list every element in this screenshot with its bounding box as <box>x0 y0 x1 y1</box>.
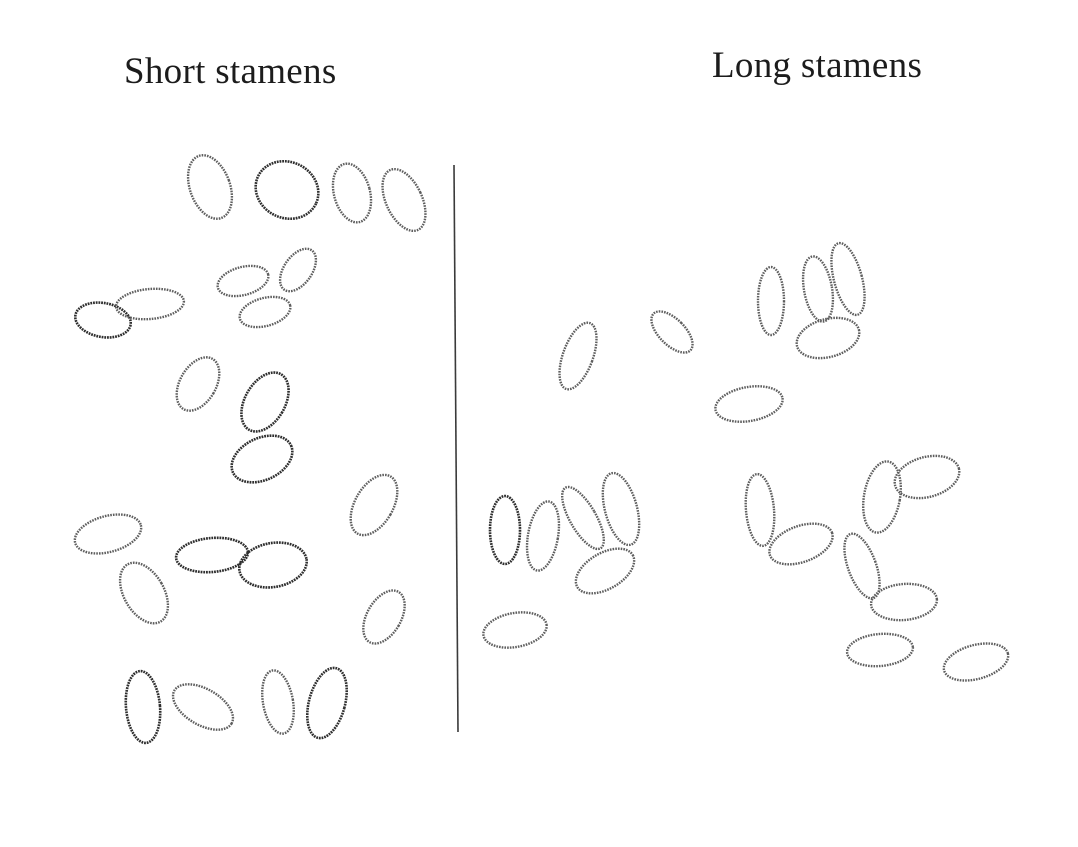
short-pollen-grain-5 <box>216 264 270 298</box>
long-pollen-grain-4 <box>801 255 835 323</box>
short-pollen-grain-2 <box>254 159 320 221</box>
long-pollen-grain-8 <box>488 494 522 566</box>
long-pollen-grain-6 <box>795 316 861 360</box>
short-pollen-grain-16 <box>237 541 309 589</box>
long-pollen-grain-13 <box>482 611 548 649</box>
long-pollen-grain-19 <box>869 582 939 622</box>
short-pollen-grain-6 <box>278 247 318 293</box>
short-stamen-pollen-grains <box>73 154 427 745</box>
short-pollen-grain-9 <box>238 295 292 329</box>
long-pollen-grain-12 <box>574 547 636 595</box>
short-pollen-grain-7 <box>73 301 133 339</box>
long-pollen-grain-7 <box>714 385 784 423</box>
short-pollen-grain-20 <box>171 683 235 731</box>
short-pollen-grain-15 <box>174 536 250 574</box>
long-pollen-grain-5 <box>830 241 866 317</box>
long-pollen-grain-15 <box>768 522 834 566</box>
long-pollen-grain-9 <box>525 500 561 572</box>
short-pollen-grain-17 <box>118 561 170 625</box>
panel-divider <box>453 164 459 733</box>
short-pollen-grain-8 <box>114 287 186 321</box>
short-pollen-grain-1 <box>186 154 234 220</box>
long-stamen-pollen-grains <box>482 241 1010 682</box>
long-pollen-grain-10 <box>560 485 606 551</box>
long-pollen-grain-21 <box>942 642 1010 682</box>
long-pollen-grain-14 <box>744 472 776 548</box>
long-pollen-grain-16 <box>862 460 902 534</box>
long-pollen-grain-11 <box>601 471 641 547</box>
short-pollen-grain-19 <box>124 669 162 745</box>
short-pollen-grain-11 <box>240 371 290 433</box>
short-pollen-grain-18 <box>362 589 406 645</box>
short-pollen-grain-14 <box>73 513 143 555</box>
long-pollen-grain-20 <box>845 632 915 668</box>
short-pollen-grain-13 <box>349 473 399 537</box>
long-pollen-grain-3 <box>756 265 786 337</box>
short-pollen-grain-4 <box>381 167 427 233</box>
long-stamens-label: Long stamens <box>712 45 923 86</box>
short-pollen-grain-21 <box>261 669 295 735</box>
short-pollen-grain-12 <box>230 434 294 484</box>
short-pollen-grain-10 <box>175 356 221 412</box>
short-pollen-grain-22 <box>305 666 349 740</box>
short-stamens-label: Short stamens <box>124 51 337 92</box>
long-pollen-grain-2 <box>650 310 694 354</box>
long-pollen-grain-17 <box>893 454 961 500</box>
long-pollen-grain-1 <box>558 321 598 391</box>
short-pollen-grain-3 <box>331 162 373 224</box>
